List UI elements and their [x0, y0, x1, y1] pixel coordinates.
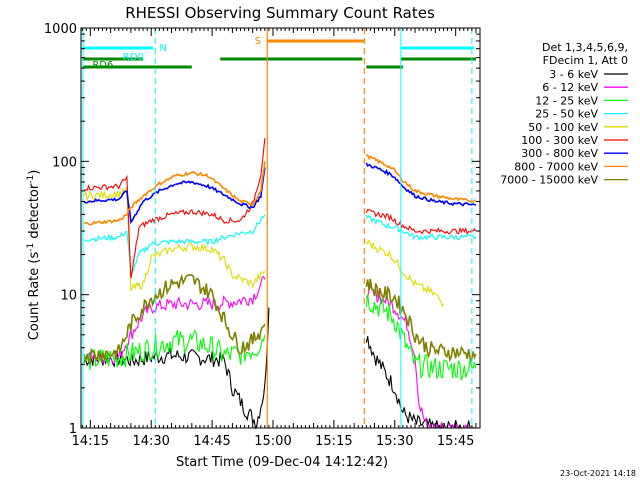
chart-title: RHESSI Observing Summary Count Rates — [125, 4, 435, 22]
series-line-6-seg-1 — [365, 162, 477, 207]
legend: Det 1,3,4,5,6,9, FDecim 1, Att 0 3 - 6 k… — [500, 41, 628, 187]
y-tick-label: 10 — [60, 289, 77, 304]
series-line-7-seg-0 — [83, 161, 266, 226]
series-line-1-seg-1 — [365, 285, 476, 430]
x-axis-label: Start Time (09-Dec-04 14:12:42) — [176, 455, 388, 470]
series-line-8-seg-0 — [83, 273, 266, 365]
series-line-5-seg-0 — [84, 137, 266, 279]
flags-layer: N S RD0 RD6 — [82, 36, 476, 71]
legend-label-1: 6 - 12 keV — [542, 81, 598, 94]
legend-label-7: 800 - 7000 keV — [514, 160, 598, 173]
axis-layer: 1 10 100 1000 14:15 14:30 14:45 15:00 15:15 15:30… — [44, 22, 481, 449]
series-line-2-seg-0 — [83, 329, 266, 371]
legend-label-3: 25 - 50 keV — [535, 108, 598, 121]
series-line-1-seg-0 — [83, 275, 266, 365]
y-tick-label: 1000 — [44, 22, 77, 37]
x-tick-label: 15:30 — [376, 434, 413, 449]
x-tick-label: 15:15 — [315, 434, 352, 449]
rd6-flag-label: RD6 — [92, 60, 113, 71]
legend-label-2: 12 - 25 keV — [535, 94, 598, 107]
legend-header-line-1: Det 1,3,4,5,6,9, — [542, 41, 628, 54]
series-line-7-seg-1 — [365, 153, 477, 204]
x-tick-label: 15:45 — [437, 434, 474, 449]
series-line-0-seg-0 — [83, 307, 270, 430]
series-line-3-seg-0 — [84, 214, 266, 276]
x-tick-label: 15:00 — [254, 434, 291, 449]
legend-label-0: 3 - 6 keV — [549, 68, 598, 81]
legend-label-5: 100 - 300 keV — [521, 134, 598, 147]
x-tick-label: 14:30 — [132, 434, 169, 449]
series-line-3-seg-1 — [365, 214, 477, 241]
footer-date: 23-Oct-2021 14:18 — [560, 469, 636, 478]
legend-label-6: 300 - 800 keV — [521, 147, 598, 160]
series-line-6-seg-0 — [83, 167, 266, 225]
legend-label-8: 7000 - 15000 keV — [500, 174, 598, 187]
series-line-8-seg-1 — [365, 278, 477, 363]
rd0-flag-label: RD0 — [123, 52, 144, 63]
series-line-4-seg-1 — [365, 239, 444, 308]
overlay-layer — [82, 28, 473, 428]
y-tick-label: 100 — [52, 155, 77, 170]
legend-label-4: 50 - 100 keV — [528, 121, 598, 134]
y-axis-label: Count Rate (s-1 detector-1) — [26, 170, 42, 341]
legend-header-line-2: FDecim 1, Att 0 — [543, 54, 628, 67]
series-line-2-seg-1 — [365, 294, 477, 381]
attenuator-flag-label: S — [255, 36, 261, 47]
x-tick-label: 14:15 — [72, 434, 109, 449]
series-line-5-seg-1 — [365, 208, 477, 235]
series-line-0-seg-1 — [365, 336, 476, 430]
x-tick-label: 14:45 — [193, 434, 230, 449]
n-flag-label: N — [159, 43, 166, 54]
y-tick-label: 1 — [69, 422, 77, 437]
plot-frame — [80, 27, 481, 429]
series-layer — [83, 137, 477, 430]
series-line-4-seg-0 — [83, 185, 266, 292]
